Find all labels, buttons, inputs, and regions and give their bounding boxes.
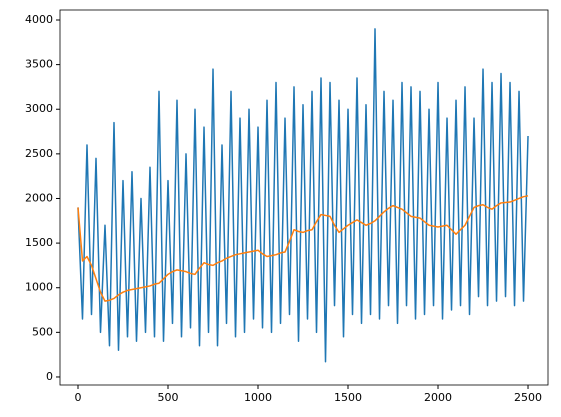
- x-tick-label: 1500: [334, 391, 362, 404]
- x-tick-label: 1000: [244, 391, 272, 404]
- y-tick-label: 2000: [25, 191, 53, 204]
- y-tick-label: 1500: [25, 236, 53, 249]
- y-tick-label: 3000: [25, 102, 53, 115]
- y-tick-label: 4000: [25, 13, 53, 26]
- x-tick-label: 500: [158, 391, 179, 404]
- y-tick-label: 1000: [25, 281, 53, 294]
- x-tick-label: 0: [75, 391, 82, 404]
- x-tick-label: 2000: [424, 391, 452, 404]
- data-line: [77, 28, 529, 363]
- y-tick-label: 2500: [25, 147, 53, 160]
- x-tick-label: 2500: [514, 391, 542, 404]
- data-line: [77, 195, 529, 302]
- plot-frame: [59, 9, 549, 386]
- y-tick-label: 3500: [25, 58, 53, 71]
- y-tick-label: 500: [32, 325, 53, 338]
- y-tick-label: 0: [46, 370, 53, 383]
